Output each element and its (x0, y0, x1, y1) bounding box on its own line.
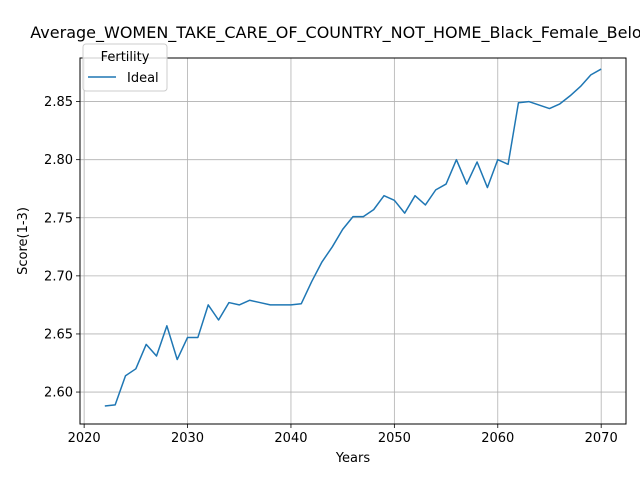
x-tick-label: 2050 (378, 431, 411, 446)
legend-box (82, 43, 168, 92)
legend: Fertility Ideal (82, 43, 168, 92)
y-axis-label: Score(1-3) (16, 207, 31, 275)
y-tick-label: 2.85 (44, 95, 73, 110)
legend-title: Fertility (101, 50, 150, 65)
series-line-ideal (104, 68, 602, 407)
plot-frame (79, 57, 627, 425)
y-tick-label: 2.70 (44, 269, 73, 284)
y-tick-label: 2.60 (44, 386, 73, 401)
x-tick-label: 2040 (274, 431, 307, 446)
x-tick-label: 2020 (68, 431, 101, 446)
y-tick-label: 2.75 (44, 211, 73, 226)
y-tick-label: 2.80 (44, 153, 73, 168)
x-tick-label: 2030 (171, 431, 204, 446)
x-tick-label: 2070 (585, 431, 618, 446)
x-axis: 2020 2030 2040 2050 2060 2070 (68, 424, 618, 446)
chart-title: Average_WOMEN_TAKE_CARE_OF_COUNTRY_NOT_H… (30, 23, 640, 43)
grid (80, 58, 626, 424)
series-layer (104, 68, 602, 407)
legend-entry-label: Ideal (127, 71, 159, 86)
x-axis-label: Years (335, 451, 371, 466)
y-tick-label: 2.65 (44, 327, 73, 342)
x-tick-label: 2060 (481, 431, 514, 446)
y-axis: 2.60 2.65 2.70 2.75 2.80 2.85 (44, 95, 80, 401)
